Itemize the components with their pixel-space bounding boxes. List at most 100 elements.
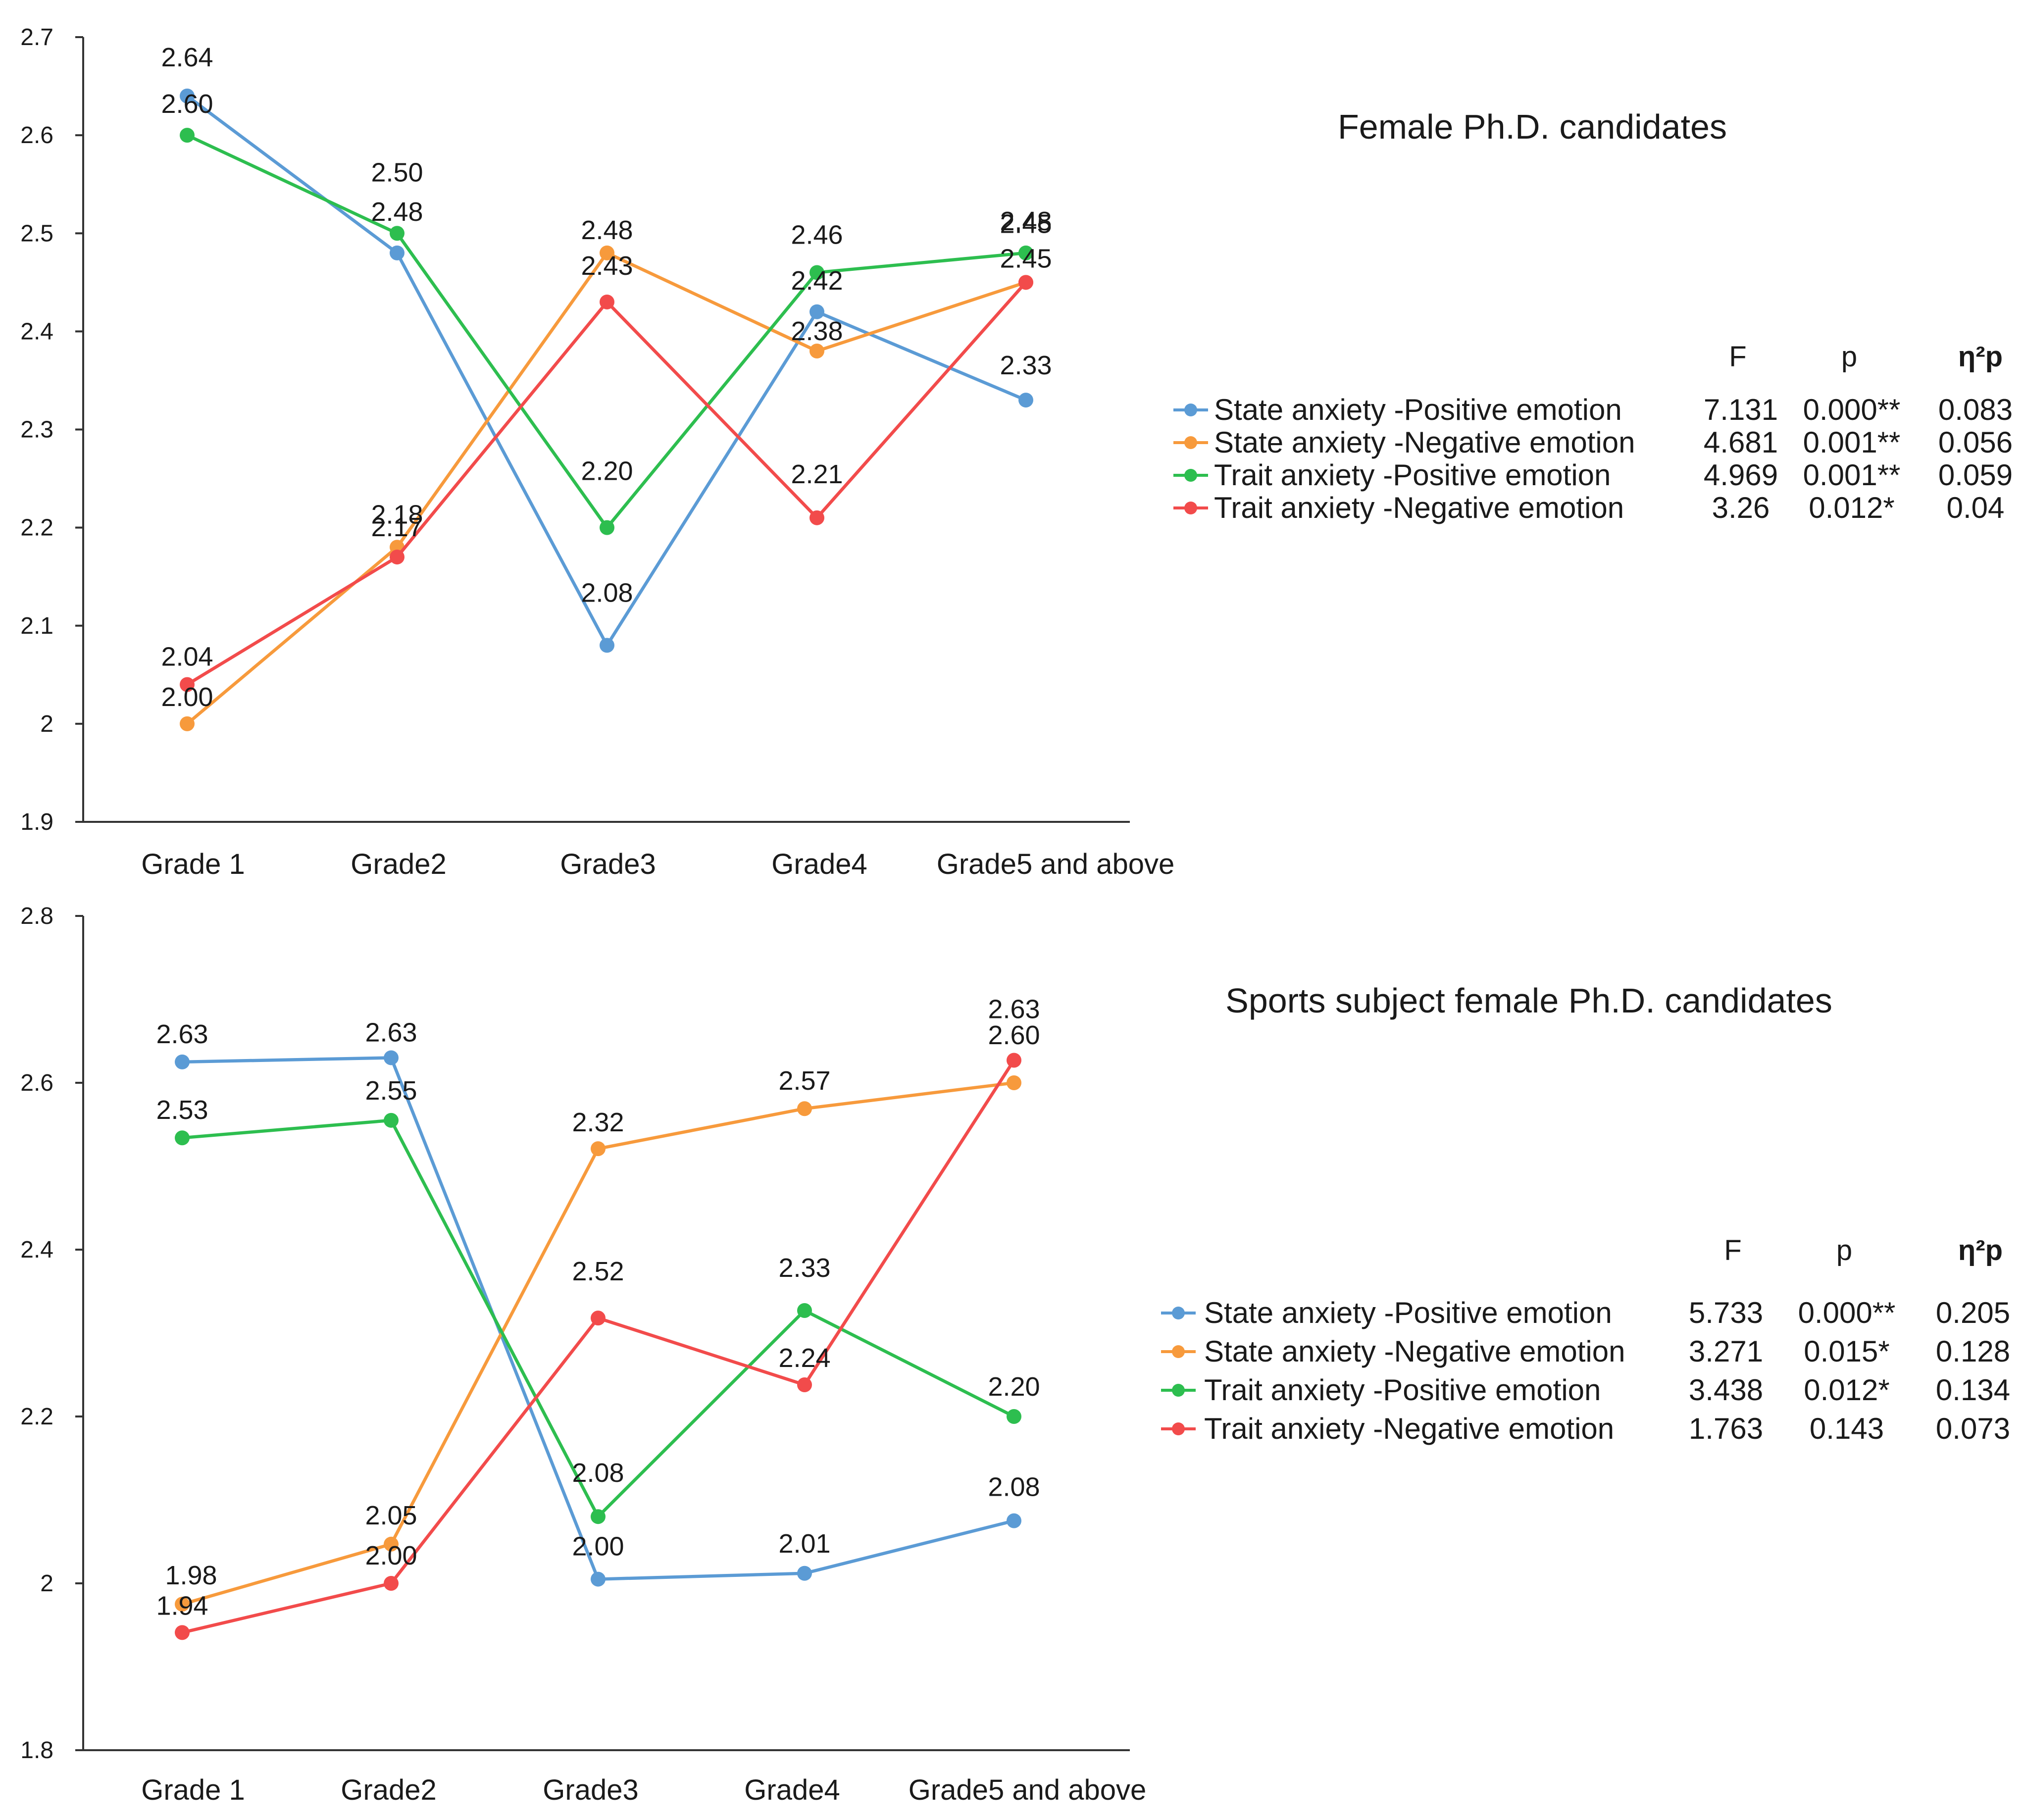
legend-label: State anxiety -Negative emotion (1214, 426, 1635, 459)
chart-title: Female Ph.D. candidates (1338, 107, 1727, 146)
data-point (1018, 245, 1033, 260)
data-point (384, 1112, 399, 1128)
y-tick-label: 2.1 (20, 613, 53, 639)
stat-eta-value: 0.073 (1936, 1412, 2010, 1445)
data-point (809, 304, 824, 319)
y-tick-label: 2.3 (20, 417, 53, 443)
data-point (809, 265, 824, 280)
stat-eta-value: 0.083 (1938, 393, 2013, 426)
x-category-label: Grade3 (560, 848, 656, 880)
x-category-label: Grade4 (744, 1774, 840, 1806)
data-label: 2.46 (791, 220, 843, 250)
stat-eta-value: 0.059 (1938, 458, 2013, 492)
data-label: 1.98 (165, 1561, 217, 1590)
stat-p-value: 0.000** (1803, 393, 1901, 426)
legend-entry-state-negative: State anxiety -Negative emotion 3.271 0.01… (1161, 1335, 2010, 1368)
legend-swatch-marker (1172, 1422, 1185, 1435)
y-tick-label: 2.8 (20, 903, 53, 929)
x-category-label: Grade 1 (141, 1774, 245, 1806)
data-point (591, 1571, 606, 1587)
data-label: 2.63 (988, 995, 1040, 1024)
data-label: 2.24 (778, 1343, 830, 1373)
data-point (1007, 1053, 1021, 1068)
data-label: 2.17 (371, 512, 423, 542)
data-point (384, 1576, 399, 1591)
data-label: 2.38 (791, 316, 843, 346)
stats-header-p: p (1836, 1234, 1852, 1266)
data-label: 2.43 (581, 251, 633, 281)
legend-entry-state-negative: State anxiety -Negative emotion 4.681 0.00… (1173, 426, 2013, 459)
data-label: 2.57 (778, 1066, 830, 1096)
legend-label: State anxiety -Positive emotion (1214, 393, 1622, 426)
data-point (175, 1625, 190, 1640)
data-label: 2.01 (778, 1529, 830, 1559)
legend-entry-trait-negative: Trait anxiety -Negative emotion 1.763 0.14… (1161, 1412, 2010, 1445)
data-point (1018, 275, 1033, 290)
data-label: 2.08 (581, 578, 633, 607)
stat-eta-value: 0.128 (1936, 1335, 2010, 1368)
legend-swatch-marker (1172, 1307, 1185, 1319)
x-category-label: Grade3 (543, 1774, 638, 1806)
data-label: 2.45 (1000, 244, 1052, 273)
data-label: 2.20 (988, 1372, 1040, 1402)
data-label: 2.60 (161, 89, 213, 119)
legend-swatch-marker (1184, 404, 1197, 416)
data-label: 2.08 (988, 1472, 1040, 1502)
data-label: 2.32 (572, 1108, 624, 1137)
stat-f-value: 5.733 (1689, 1296, 1763, 1329)
legend-entry-trait-positive: Trait anxiety -Positive emotion 3.438 0.01… (1161, 1373, 2010, 1407)
stat-p-value: 0.012* (1809, 491, 1895, 524)
data-point (809, 344, 824, 358)
stat-f-value: 4.969 (1704, 458, 1778, 492)
data-point (600, 520, 614, 535)
legend-swatch-marker (1172, 1384, 1185, 1397)
data-point (797, 1566, 812, 1581)
data-point (1007, 1075, 1021, 1090)
data-point (1007, 1409, 1021, 1424)
data-label: 2.33 (778, 1253, 830, 1283)
y-tick-label: 1.8 (20, 1737, 53, 1764)
data-label: 2.20 (581, 456, 633, 486)
data-point (600, 245, 614, 260)
data-point (390, 245, 405, 260)
y-tick-label: 2.7 (20, 24, 53, 51)
legend-swatch-marker (1184, 469, 1197, 482)
data-point (797, 1303, 812, 1318)
stat-p-value: 0.012* (1804, 1373, 1890, 1407)
data-point (180, 128, 195, 143)
stat-eta-value: 0.205 (1936, 1296, 2010, 1329)
data-label: 2.53 (156, 1095, 208, 1125)
y-tick-label: 2 (40, 711, 53, 737)
legend-label: Trait anxiety -Positive emotion (1214, 458, 1611, 492)
y-tick-label: 2.4 (20, 318, 53, 345)
stat-f-value: 7.131 (1704, 393, 1778, 426)
x-category-label: Grade4 (771, 848, 867, 880)
series-state-positive (175, 1050, 1021, 1587)
y-tick-label: 1.9 (20, 809, 53, 835)
data-point (180, 88, 195, 103)
legend-label: State anxiety -Positive emotion (1204, 1296, 1612, 1329)
y-tick-label: 2.4 (20, 1237, 53, 1263)
stats-header-p: p (1841, 341, 1857, 373)
stats-header-eta: η²p (1958, 1234, 2003, 1266)
legend-entry-trait-negative: Trait anxiety -Negative emotion 3.26 0.012… (1173, 491, 2004, 524)
stats-header-f: F (1729, 341, 1746, 373)
y-tick-label: 2.6 (20, 1070, 53, 1096)
stat-p-value: 0.001** (1803, 458, 1901, 492)
data-point (591, 1311, 606, 1326)
data-label: 2.42 (791, 266, 843, 296)
data-point (809, 510, 824, 525)
stats-header-eta: η²p (1958, 341, 2003, 373)
data-point (600, 294, 614, 309)
stat-p-value: 0.015* (1804, 1335, 1890, 1368)
data-label: 2.63 (156, 1019, 208, 1049)
x-category-label: Grade5 and above (909, 1774, 1146, 1806)
series-trait-negative (175, 1053, 1021, 1640)
data-label: 2.00 (161, 682, 213, 712)
series-line (186, 251, 1027, 725)
data-label: 2.08 (572, 1458, 624, 1488)
y-tick-label: 2.2 (20, 515, 53, 541)
data-point (175, 1054, 190, 1069)
stat-eta-value: 0.056 (1938, 426, 2013, 459)
